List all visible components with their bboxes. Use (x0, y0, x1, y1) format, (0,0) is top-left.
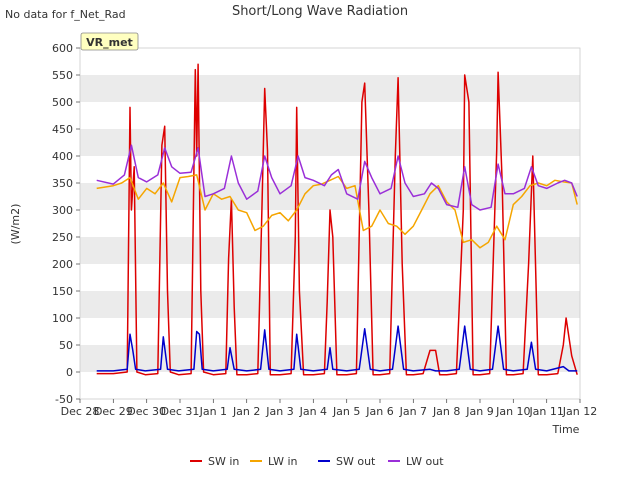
y-tick-label: 350 (52, 177, 73, 190)
series-line-sw-out (96, 325, 578, 372)
grid-band (80, 237, 580, 264)
site-badge-box (80, 32, 139, 51)
x-tick-label: Dec 30 (127, 405, 166, 418)
legend: SW in LW in SW out LW out (190, 455, 444, 468)
x-tick-label: Dec 28 (61, 405, 100, 418)
y-axis-label: (W/m2) (9, 204, 22, 245)
grid-band (80, 183, 580, 210)
grid-band (80, 291, 580, 318)
series-line-sw-in (96, 63, 578, 376)
series-lines (96, 63, 578, 376)
site-badge: VR_met (80, 32, 139, 51)
y-tick-label: 0 (66, 366, 73, 379)
y-tick-label: 150 (52, 285, 73, 298)
y-tick-label: -50 (55, 393, 73, 406)
x-tick-label: Jan 11 (528, 405, 563, 418)
y-tick-label: 50 (59, 339, 73, 352)
x-tick-label: Jan 1 (199, 405, 227, 418)
x-tick-label: Dec 29 (94, 405, 133, 418)
y-tick-label: 450 (52, 123, 73, 136)
y-tick-label: 200 (52, 258, 73, 271)
y-tick-label: 400 (52, 150, 73, 163)
legend-label-sw-in: SW in (208, 455, 239, 468)
grid-band (80, 129, 580, 156)
grid-band (80, 75, 580, 102)
legend-label-lw-out: LW out (406, 455, 444, 468)
y-tick-label: 250 (52, 231, 73, 244)
x-tick-label: Jan 12 (562, 405, 597, 418)
y-tick-label: 600 (52, 42, 73, 55)
legend-label-lw-in: LW in (268, 455, 298, 468)
legend-label-sw-out: SW out (336, 455, 376, 468)
x-tick-label: Jan 3 (265, 405, 293, 418)
chart-title: Short/Long Wave Radiation (232, 4, 408, 19)
x-tick-label: Jan 9 (465, 405, 493, 418)
x-tick-label: Jan 2 (232, 405, 260, 418)
y-axis: -50 0 50 100 150 200 250 300 350 400 450 500 550 600 (52, 42, 80, 406)
x-tick-label: Jan 8 (432, 405, 460, 418)
x-tick-label: Jan 6 (365, 405, 393, 418)
plot-frame (79, 47, 581, 400)
y-tick-label: 100 (52, 312, 73, 325)
y-tick-label: 500 (52, 96, 73, 109)
y-tick-label: 300 (52, 204, 73, 217)
y-tick-label: 550 (52, 69, 73, 82)
series-line-lw-out (96, 144, 578, 211)
x-tick-label: Jan 10 (495, 405, 530, 418)
x-axis-label: Time (552, 423, 580, 436)
x-tick-label: Jan 7 (399, 405, 427, 418)
x-tick-label: Jan 5 (332, 405, 360, 418)
x-tick-label: Jan 4 (299, 405, 327, 418)
site-badge-label: VR_met (86, 36, 133, 49)
no-data-note: No data for f_Net_Rad (5, 8, 126, 21)
x-tick-label: Dec 31 (161, 405, 200, 418)
